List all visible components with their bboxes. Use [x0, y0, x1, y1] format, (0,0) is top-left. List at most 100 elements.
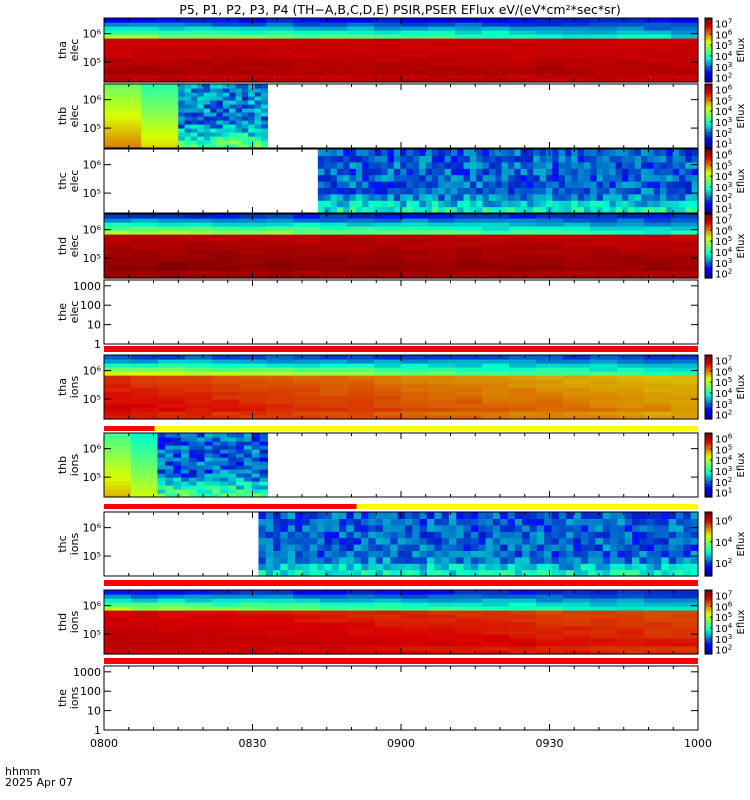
heatmap-cell	[671, 610, 699, 615]
heatmap-cell	[196, 477, 206, 482]
heatmap-cell	[374, 200, 382, 208]
heatmap-cell	[185, 270, 213, 275]
heatmap-cell	[210, 112, 218, 117]
heatmap-cell	[685, 149, 693, 156]
heatmap-cell	[628, 193, 636, 201]
heatmap-cell	[141, 120, 179, 125]
heatmap-cell	[361, 512, 369, 519]
heatmap-cell	[222, 104, 230, 109]
colorbar-segment	[705, 231, 712, 234]
heatmap-cell	[204, 433, 214, 438]
heatmap-cell	[181, 477, 190, 482]
heatmap-cell	[590, 258, 618, 263]
heatmap-cell	[390, 569, 399, 577]
colorbar-segment	[705, 555, 712, 558]
heatmap-cell	[444, 200, 452, 208]
heatmap-cell	[401, 626, 429, 631]
colorbar-segment	[705, 201, 712, 204]
heatmap-cell	[617, 371, 645, 376]
heatmap-cell	[374, 650, 402, 655]
heatmap-cell	[644, 594, 672, 599]
heatmap-cell	[455, 606, 483, 611]
heatmap-cell	[683, 537, 692, 545]
heatmap-cell	[190, 144, 198, 149]
heatmap-cell	[239, 254, 267, 259]
heatmap-cell	[536, 407, 564, 412]
heatmap-cell	[196, 485, 206, 490]
heatmap-cell	[347, 54, 375, 59]
heatmap-cell	[131, 258, 159, 263]
heatmap-cell	[320, 238, 348, 243]
colorbar-segment	[705, 26, 712, 29]
heatmap-cell	[401, 242, 429, 247]
heatmap-cell	[590, 149, 598, 156]
heatmap-cell	[583, 149, 591, 156]
heatmap-cell	[590, 168, 598, 176]
heatmap-cell	[602, 518, 611, 526]
heatmap-cell	[131, 630, 159, 635]
heatmap-cell	[158, 234, 186, 239]
heatmap-cell	[469, 181, 477, 188]
heatmap-cell	[639, 569, 648, 577]
heatmap-cell	[212, 399, 240, 404]
colorbar-segment	[705, 539, 712, 542]
heatmap-cell	[239, 226, 267, 231]
heatmap-cell	[320, 379, 348, 384]
heatmap-cell	[320, 387, 348, 392]
colorbar-segment	[705, 184, 712, 187]
heatmap-cell	[181, 473, 190, 478]
heatmap-cell	[374, 168, 382, 176]
heatmap-cell	[401, 238, 429, 243]
heatmap-cell	[184, 104, 192, 109]
heatmap-cell	[185, 375, 213, 380]
heatmap-cell	[545, 155, 553, 163]
heatmap-cell	[382, 512, 391, 519]
heatmap-cell	[158, 218, 186, 223]
heatmap-cell	[536, 379, 564, 384]
heatmap-cell	[212, 441, 221, 446]
heatmap-cell	[533, 155, 541, 163]
heatmap-cell	[349, 149, 357, 156]
heatmap-cell	[671, 242, 699, 247]
heatmap-cell	[671, 606, 699, 611]
heatmap-cell	[509, 254, 537, 259]
heatmap-cell	[181, 457, 190, 462]
colorbar-segment	[705, 22, 712, 25]
heatmap-cell	[216, 140, 224, 145]
heatmap-cell	[317, 512, 325, 519]
colorbar-segment	[705, 639, 712, 642]
heatmap-cell	[204, 437, 214, 442]
heatmap-cell	[456, 544, 465, 551]
heatmap-cell	[590, 614, 618, 619]
heatmap-cell	[210, 120, 218, 125]
heatmap-cell	[507, 206, 515, 214]
heatmap-cell	[339, 556, 347, 564]
heatmap-cell	[353, 531, 362, 539]
heatmap-cell	[514, 193, 522, 201]
heatmap-cell	[212, 375, 240, 380]
heatmap-cell	[197, 108, 205, 113]
heatmap-cell	[566, 569, 575, 577]
heatmap-cell	[173, 481, 182, 486]
heatmap-cell	[671, 54, 699, 59]
heatmap-cell	[428, 594, 456, 599]
heatmap-cell	[178, 88, 186, 93]
heatmap-cell	[469, 174, 477, 182]
colorbar-segment	[705, 641, 712, 644]
heatmap-cell	[551, 556, 560, 564]
heatmap-cell	[188, 469, 198, 474]
heatmap-cell	[280, 563, 289, 571]
heatmap-cell	[671, 411, 699, 416]
heatmap-cell	[563, 218, 591, 223]
heatmap-cell	[444, 174, 452, 182]
heatmap-cell	[266, 391, 294, 396]
heatmap-cell	[185, 359, 213, 364]
heatmap-cell	[482, 630, 510, 635]
heatmap-cell	[485, 563, 494, 571]
heatmap-cell	[522, 512, 531, 519]
heatmap-cell	[320, 234, 348, 239]
heatmap-cell	[590, 214, 618, 219]
heatmap-cell	[671, 230, 699, 235]
heatmap-cell	[621, 181, 629, 188]
heatmap-cell	[248, 124, 256, 129]
